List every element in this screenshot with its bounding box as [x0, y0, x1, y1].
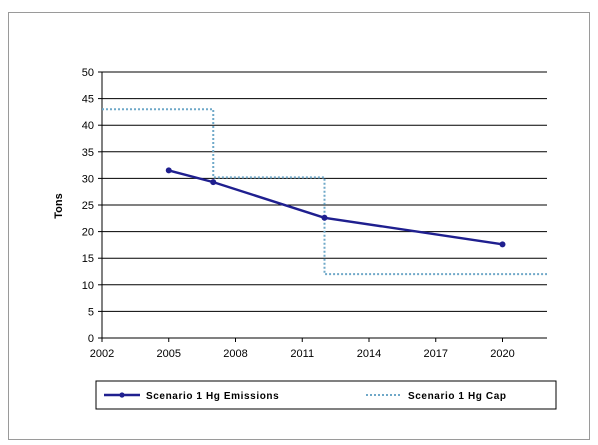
y-tick-label: 10 [82, 280, 94, 292]
legend-marker-emissions [119, 392, 125, 398]
y-tick-labels: 0 5 10 15 20 25 30 35 40 45 50 [82, 67, 102, 345]
y-tick-label: 35 [82, 147, 94, 159]
x-tick-label: 2020 [490, 348, 514, 360]
legend: Scenario 1 Hg Emissions Scenario 1 Hg Ca… [95, 380, 557, 410]
y-tick-label: 50 [82, 67, 94, 79]
series-line-emissions [168, 169, 503, 246]
series-layer [102, 108, 547, 276]
x-tick-label: 2011 [290, 348, 314, 360]
x-tick-label: 2014 [357, 348, 381, 360]
y-tick-label: 0 [88, 333, 94, 345]
gridlines [102, 71, 547, 312]
legend-label-emissions: Scenario 1 Hg Emissions [146, 391, 279, 402]
x-tick-label: 2008 [223, 348, 247, 360]
data-point-emissions [499, 241, 506, 248]
y-tick-label: 40 [82, 120, 94, 132]
series-line-cap [102, 108, 547, 276]
legend-label-cap: Scenario 1 Hg Cap [408, 391, 507, 402]
x-tick-label: 2005 [157, 348, 181, 360]
data-point-emissions [165, 167, 172, 174]
x-tick-label: 2017 [424, 348, 448, 360]
data-point-emissions [210, 179, 217, 186]
x-tick-label: 2002 [90, 348, 114, 360]
y-tick-label: 30 [82, 173, 94, 185]
x-tick-labels: 2002 2005 2008 2011 2014 2017 2020 [90, 338, 515, 360]
legend-box [95, 380, 557, 410]
data-point-emissions [321, 214, 328, 221]
y-tick-label: 15 [82, 253, 94, 265]
y-tick-label: 45 [82, 94, 94, 106]
y-tick-label: 25 [82, 200, 94, 212]
y-axis-title: Tons [53, 193, 65, 218]
y-tick-label: 5 [88, 306, 94, 318]
y-tick-label: 20 [82, 227, 94, 239]
